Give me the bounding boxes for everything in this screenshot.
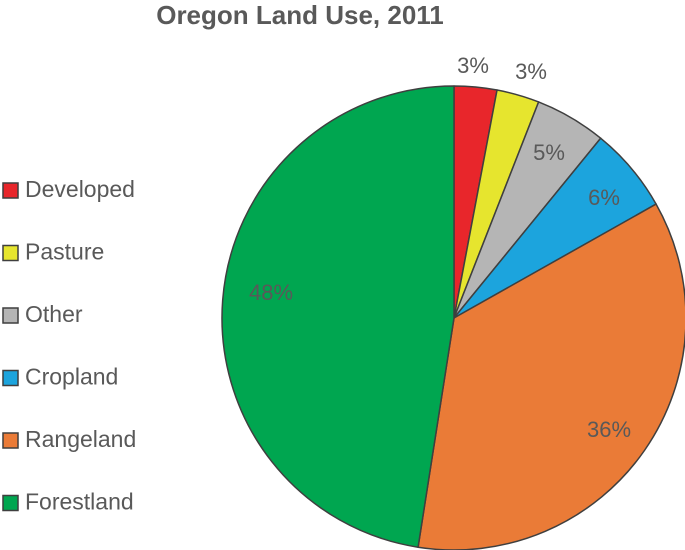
data-label-cropland: 6%	[588, 185, 620, 210]
pie-data-labels: 3% 3% 5% 6% 36% 48%	[249, 53, 631, 442]
data-label-other: 5%	[533, 140, 565, 165]
legend-item-other: Other	[2, 301, 83, 327]
legend-label-forestland: Forestland	[25, 489, 134, 515]
chart-title: Oregon Land Use, 2011	[156, 0, 444, 30]
legend-swatch-developed	[2, 182, 19, 199]
legend-item-cropland: Cropland	[2, 364, 118, 390]
legend-item-forestland: Forestland	[2, 489, 134, 515]
legend-label-cropland: Cropland	[25, 364, 118, 390]
data-label-forestland: 48%	[249, 280, 293, 305]
legend-label-developed: Developed	[25, 176, 135, 202]
data-label-pasture: 3%	[515, 59, 547, 84]
legend-swatch-forestland	[2, 494, 19, 512]
data-label-rangeland: 36%	[587, 417, 631, 442]
pie-slices	[221, 85, 685, 550]
pie-slice-forestland	[221, 85, 455, 548]
data-label-developed: 3%	[457, 53, 489, 78]
legend-swatch-other	[2, 307, 19, 324]
pie-slice-rangeland	[417, 203, 685, 550]
legend-label-rangeland: Rangeland	[25, 426, 136, 452]
legend-item-pasture: Pasture	[2, 239, 104, 265]
legend-label-other: Other	[25, 301, 83, 327]
legend-swatch-cropland	[2, 369, 19, 387]
legend-item-developed: Developed	[2, 176, 135, 202]
legend-item-rangeland: Rangeland	[2, 426, 136, 452]
legend: Developed Pasture Other Cropland Rangeland Fo…	[2, 176, 136, 515]
legend-swatch-pasture	[2, 244, 19, 262]
legend-swatch-rangeland	[2, 432, 19, 449]
legend-label-pasture: Pasture	[25, 239, 104, 265]
